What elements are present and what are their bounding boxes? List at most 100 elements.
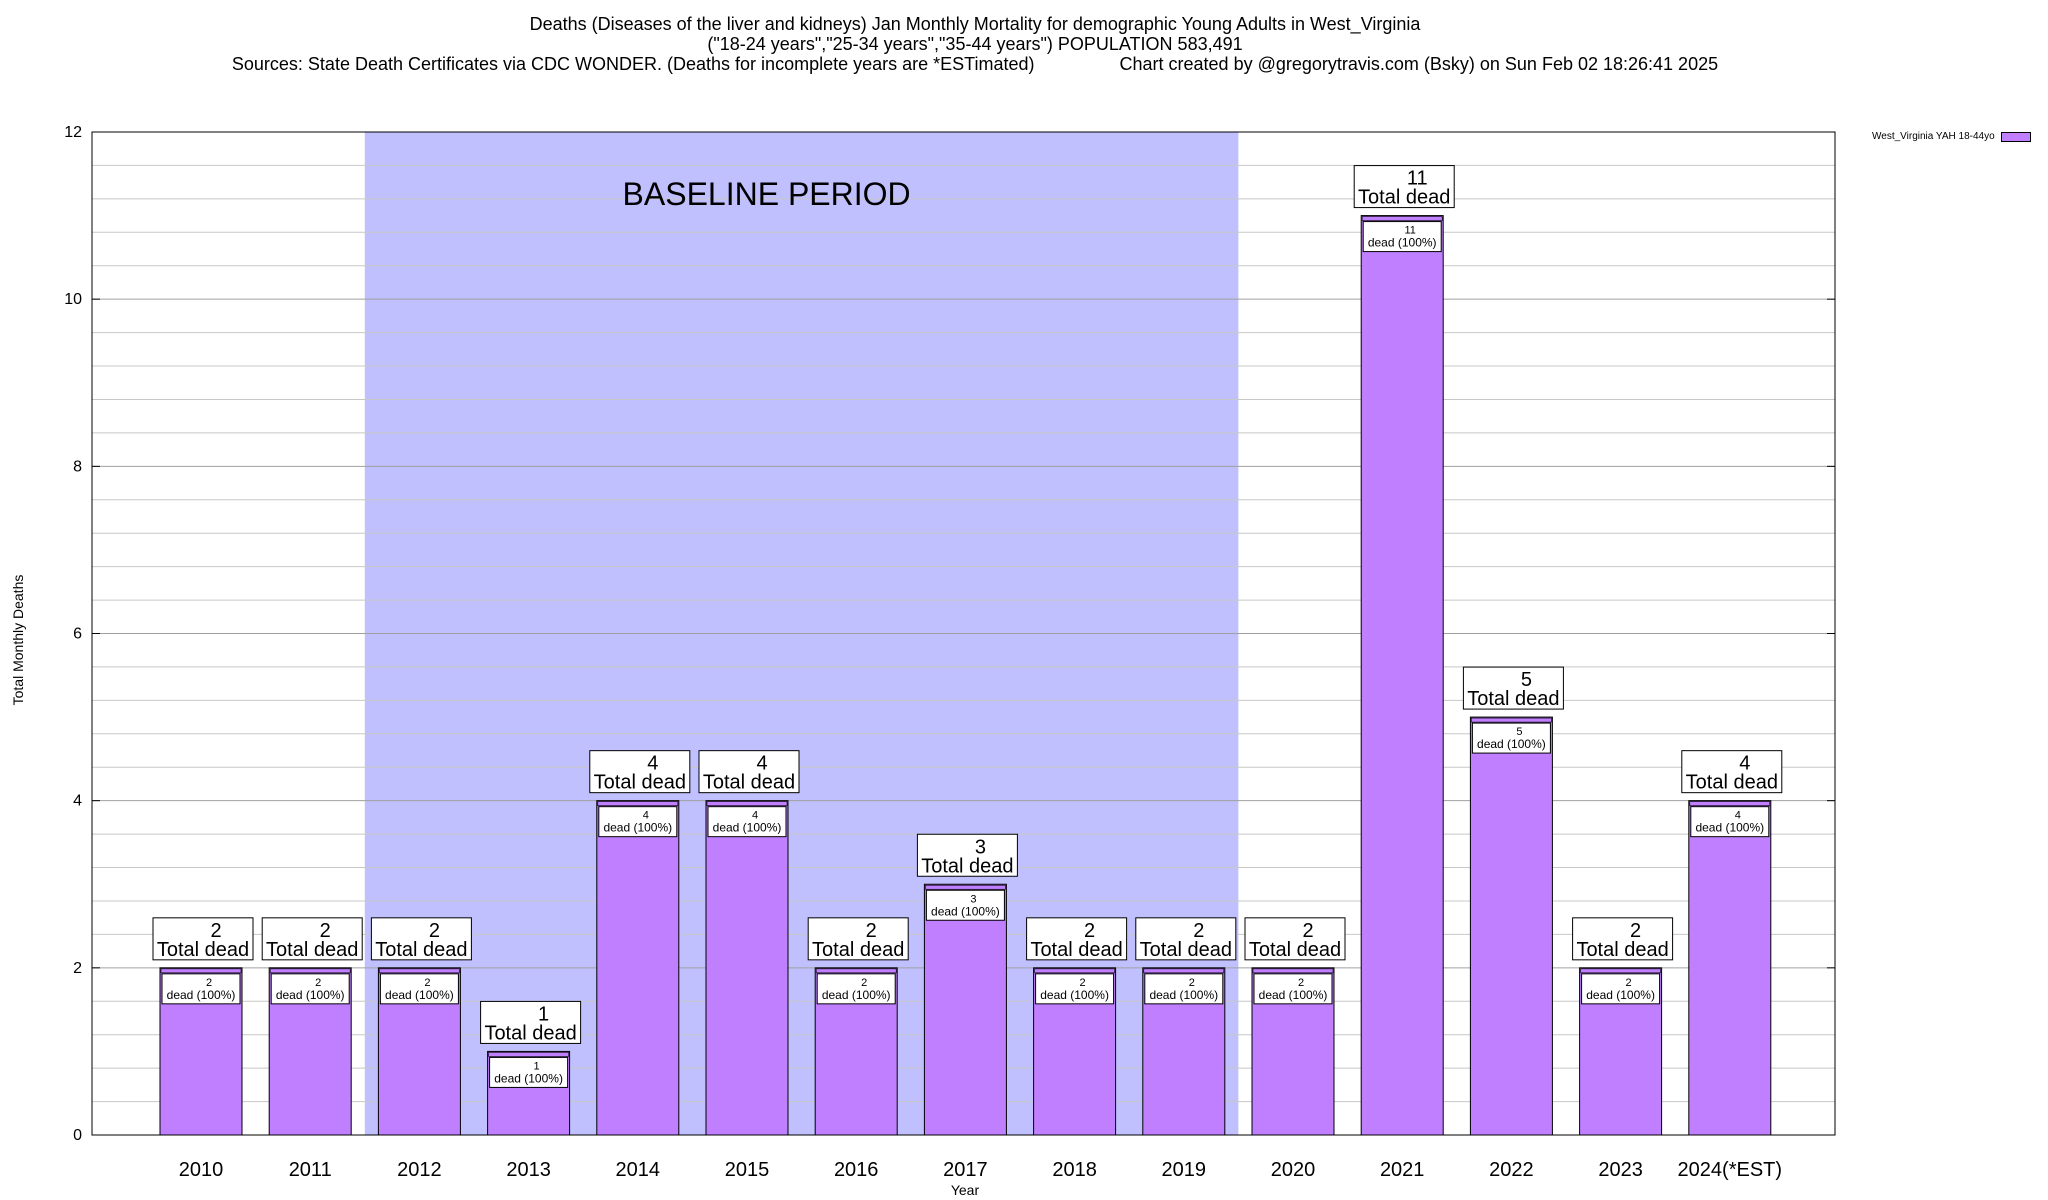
total-label-suffix: Total dead [1140,939,1232,961]
bar-cap-stripe [269,968,351,974]
inner-label-box [707,806,787,838]
inner-label-box [598,806,678,838]
bar-cap-stripe [1361,216,1443,221]
total-label-value: 2 [210,920,221,942]
total-label-box [698,750,800,794]
inner-label-value: 4 [1735,810,1741,822]
inner-label-suffix: dead (100%) [1477,737,1546,751]
bar-cap-stripe [597,801,679,806]
inner-label-value: 1 [534,1060,540,1072]
inner-label-suffix: dead (100%) [1149,988,1218,1002]
inner-label-value: 2 [1626,977,1632,989]
total-label-value: 2 [1302,920,1313,942]
total-label-box [152,917,254,961]
inner-label-suffix: dead (100%) [1259,988,1328,1002]
total-label-value: 3 [975,836,986,858]
total-label-box [1572,917,1674,961]
total-label-suffix: Total dead [594,772,686,794]
x-tick-label: 2018 [1052,1159,1097,1181]
x-tick-label: 2020 [1271,1159,1316,1181]
bar-cap-stripe [1580,968,1661,974]
inner-label-value: 5 [1516,726,1522,738]
y-tick-label: 8 [73,458,82,475]
total-label-box [1026,917,1128,961]
total-label-value: 1 [538,1003,549,1025]
bar-cap-stripe [925,884,1006,890]
inner-label-suffix: dead (100%) [167,988,236,1002]
baseline-period-label: BASELINE PERIOD [623,176,911,212]
total-label-value: 5 [1521,669,1532,691]
y-tick-label: 10 [64,291,82,308]
total-label-suffix: Total dead [703,772,795,794]
inner-label-suffix: dead (100%) [713,821,782,835]
x-axis-label: Year [950,1182,980,1198]
total-label-suffix: Total dead [921,855,1013,877]
inner-label-suffix: dead (100%) [603,821,672,835]
total-label-suffix: Total dead [1467,688,1559,710]
legend: West_Virginia YAH 18-44yo [1872,131,2031,142]
bar-2022 [1469,716,1553,1136]
bar-2015 [705,800,789,1136]
chart-title-line-3: Sources: State Death Certificates via CD… [231,54,1719,74]
total-label-box [370,917,472,961]
total-label-suffix: Total dead [157,939,249,961]
inner-label-suffix: dead (100%) [494,1071,563,1085]
chart-title-line-2: ("18-24 years","25-34 years","35-44 year… [707,34,1243,54]
inner-label-value: 2 [424,977,430,989]
inner-label-box [270,973,350,1005]
bar-cap-stripe [488,1052,569,1057]
x-tick-label: 2022 [1489,1159,1534,1181]
inner-label-box [1581,973,1661,1005]
total-label-box [1462,666,1564,710]
inner-label-box [1035,973,1115,1005]
total-label-box [916,833,1018,877]
inner-label-value: 2 [1298,977,1304,989]
x-tick-label: 2019 [1162,1159,1207,1181]
bar-2014 [596,800,680,1136]
total-label-value: 11 [1407,168,1428,190]
inner-label-box [1362,221,1442,253]
inner-label-box [379,973,459,1005]
x-tick-label: 2024(*EST) [1678,1159,1783,1181]
total-label-suffix: Total dead [484,1022,576,1044]
total-label-value: 2 [429,920,440,942]
total-label-value: 4 [647,753,658,775]
x-tick-label: 2021 [1380,1159,1425,1181]
y-tick-label: 6 [73,626,82,643]
legend-label: West_Virginia YAH 18-44yo [1872,131,1995,142]
bar-cap-stripe [1252,968,1334,974]
bar-cap-stripe [1143,968,1225,974]
total-label-suffix: Total dead [1030,939,1122,961]
inner-label-value: 2 [861,977,867,989]
y-tick-label: 12 [64,124,82,141]
bar-cap-stripe [706,801,788,806]
x-tick-label: 2015 [725,1159,770,1181]
inner-label-value: 2 [1189,977,1195,989]
total-label-box [480,1000,582,1044]
total-label-box [1135,917,1237,961]
total-label-value: 2 [320,920,331,942]
total-label-box [1353,165,1455,209]
inner-label-value: 11 [1404,225,1415,237]
x-tick-label: 2012 [397,1159,442,1181]
y-tick-label: 2 [73,960,82,977]
inner-label-box [1253,973,1333,1005]
inner-label-box [1690,806,1770,838]
bar-2021 [1360,215,1444,1136]
total-label-box [807,917,909,961]
bar-2017 [923,883,1007,1136]
x-tick-label: 2023 [1598,1159,1643,1181]
total-label-suffix: Total dead [1358,187,1450,209]
total-label-value: 2 [1084,920,1095,942]
total-label-box [589,750,691,794]
bar-2024(*EST) [1688,800,1772,1136]
inner-label-box [161,973,241,1005]
x-tick-label: 2016 [834,1159,879,1181]
total-label-suffix: Total dead [1686,772,1778,794]
x-tick-label: 2010 [179,1159,224,1181]
inner-label-suffix: dead (100%) [385,988,454,1002]
x-tick-label: 2014 [616,1159,661,1181]
total-label-suffix: Total dead [812,939,904,961]
bar-cap-stripe [815,968,897,974]
